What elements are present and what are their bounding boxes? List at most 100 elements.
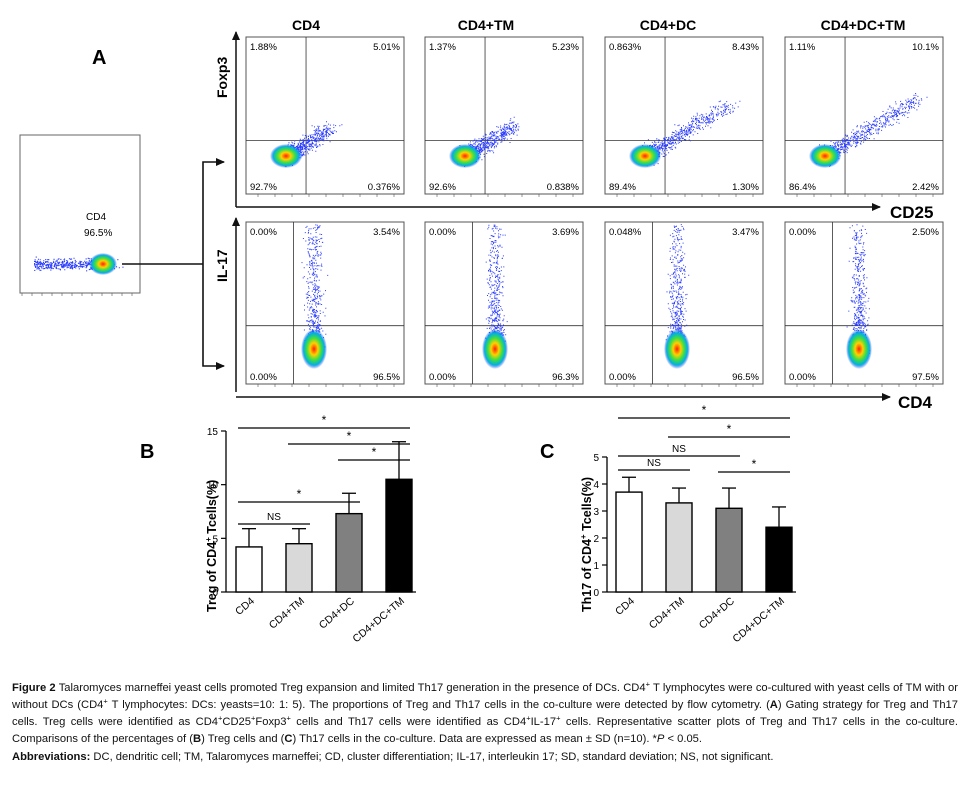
category-label: CD4+DC+TM	[350, 595, 406, 645]
quadrant-label-ur: 5.01%	[373, 42, 400, 53]
quadrant-label-ur: 8.43%	[732, 42, 759, 53]
category-label: CD4+DC	[317, 595, 357, 632]
quadrant-label-ur: 2.50%	[912, 227, 939, 238]
flow-density-core	[270, 144, 302, 168]
flow-ticks	[796, 194, 934, 197]
gating-label: CD4	[86, 212, 106, 223]
category-label: CD4+DC	[697, 595, 737, 632]
flow-events	[485, 224, 508, 356]
figure-caption: Figure 2 Talaromyces marneffei yeast cel…	[12, 680, 958, 766]
y-axis-label: Treg of CD4+ Tcells(%)	[204, 480, 219, 612]
foxp3-axis-label: Foxp3	[214, 57, 230, 98]
caption-t8: IL-17	[530, 716, 557, 728]
flow-density-core	[629, 144, 661, 168]
quadrant-label-ur: 3.69%	[552, 227, 579, 238]
flow-plot-foxp3-3: 0.863% 8.43% 89.4% 1.30%	[604, 36, 764, 197]
y-tick-label: 0	[212, 588, 218, 599]
chart-b: 0 5 10 15 Treg of CD4+ Tcells(%) CD4 CD4+TM CD4…	[204, 413, 416, 645]
y-axis-label-end: Tcells(%)	[580, 477, 594, 534]
flow-plot-frame	[604, 36, 764, 195]
caption-letter-a: A	[769, 699, 778, 711]
y-tick-label: 3	[593, 507, 599, 518]
category-label: CD4+DC+TM	[730, 595, 786, 645]
quadrant-label-lr: 97.5%	[912, 372, 939, 383]
bar	[665, 502, 693, 593]
category-label: CD4+TM	[647, 595, 687, 631]
flow-density-core	[664, 329, 690, 369]
gating-value: 96.5%	[84, 228, 112, 239]
flow-events	[665, 224, 690, 359]
quadrant-label-ul: 1.37%	[429, 42, 456, 53]
caption-t1: Talaromyces marneffei yeast cells promot…	[55, 682, 646, 694]
quadrant-label-ll: 0.00%	[250, 372, 277, 383]
flow-ticks	[616, 384, 754, 387]
flow-plot-frame	[245, 221, 405, 385]
quadrant-label-lr: 2.42%	[912, 182, 939, 193]
y-axis-label: Th17 of CD4+ Tcells(%)	[579, 477, 594, 612]
flow-plot-foxp3-2: 1.37% 5.23% 92.6% 0.838%	[424, 36, 584, 197]
bar	[715, 507, 743, 593]
cd25-axis-label: CD25	[890, 203, 933, 222]
quadrant-label-ll: 0.00%	[429, 372, 456, 383]
flow-ticks	[257, 194, 395, 197]
flow-events	[813, 93, 928, 167]
quadrant-label-ll: 92.6%	[429, 182, 456, 193]
gating-plot: CD4 96.5%	[19, 134, 141, 296]
caption-sup: +	[103, 696, 108, 706]
significance-label: *	[702, 403, 707, 417]
quadrant-label-ul: 0.00%	[250, 227, 277, 238]
quadrant-label-lr: 96.5%	[373, 372, 400, 383]
y-axis-label-sup: +	[204, 537, 213, 542]
category-label: CD4	[233, 595, 257, 618]
gating-density-core	[89, 253, 117, 275]
quadrant-label-lr: 0.838%	[547, 182, 580, 193]
quadrant-label-ul: 0.048%	[609, 227, 642, 238]
quadrant-label-ll: 86.4%	[789, 182, 816, 193]
significance-label: NS	[267, 512, 281, 523]
gating-events	[34, 256, 124, 272]
caption-t12: < 0.05.	[664, 733, 703, 745]
y-tick-label: 15	[207, 427, 219, 438]
flow-plot-frame	[784, 36, 944, 195]
caption-t2: T lymphocytes were co-cultured with yeas…	[12, 682, 959, 711]
bar	[285, 543, 313, 593]
quadrant-label-lr: 0.376%	[368, 182, 401, 193]
caption-sup: +	[218, 713, 223, 723]
gating-plot-frame	[19, 134, 141, 294]
caption-t3: T lymphocytes: DCs: yeasts=10: 1: 5). Th…	[107, 699, 770, 711]
flow-ticks	[796, 384, 934, 387]
il17-axis-label: IL-17	[214, 249, 230, 282]
caption-t4: ) Gating strategy for Treg and Th17 cell…	[12, 699, 958, 728]
flow-plot-il17-4: 0.00% 2.50% 0.00% 97.5%	[784, 221, 944, 387]
gating-ticks	[21, 293, 133, 296]
quadrant-label-ur: 10.1%	[912, 42, 939, 53]
caption-t10: ) Treg cells and (	[201, 733, 285, 745]
caption-t6: Foxp3	[255, 716, 287, 728]
y-axis-label-main: Treg of CD4	[205, 542, 219, 612]
flow-density-core	[809, 144, 841, 168]
gating-arrow-lower	[202, 264, 225, 370]
quadrant-label-lr: 1.30%	[732, 182, 759, 193]
caption-t11: ) Th17 cells in the co-culture. Data are…	[292, 733, 657, 745]
y-tick-label: 10	[207, 481, 219, 492]
caption-sup: +	[526, 713, 531, 723]
significance-label: *	[727, 422, 732, 436]
quadrant-label-ul: 0.863%	[609, 42, 642, 53]
y-axis-label-main: Th17 of CD4	[580, 539, 594, 612]
quadrant-label-ll: 92.7%	[250, 182, 277, 193]
flow-density-core	[846, 329, 872, 369]
flow-plot-il17-3: 0.048% 3.47% 0.00% 96.5%	[604, 221, 764, 387]
caption-letter-b: B	[192, 733, 202, 745]
significance-label: *	[322, 413, 327, 427]
gating-arrows	[122, 158, 225, 370]
panel-letter-c: C	[540, 441, 554, 463]
quadrant-label-ur: 5.23%	[552, 42, 579, 53]
category-label: CD4+TM	[267, 595, 307, 631]
flow-ticks	[436, 194, 574, 197]
gating-arrow-upper	[202, 158, 225, 264]
flow-density-core	[301, 329, 327, 369]
y-tick-label: 2	[593, 534, 599, 545]
chart-c: 0 1 2 3 4 5 Th17 of CD4+ Tcells(%) CD4 CD4+TM CD4…	[579, 403, 796, 645]
quadrant-label-ll: 89.4%	[609, 182, 636, 193]
column-titles: CD4 CD4+TM CD4+DC CD4+DC+TM	[292, 17, 905, 33]
